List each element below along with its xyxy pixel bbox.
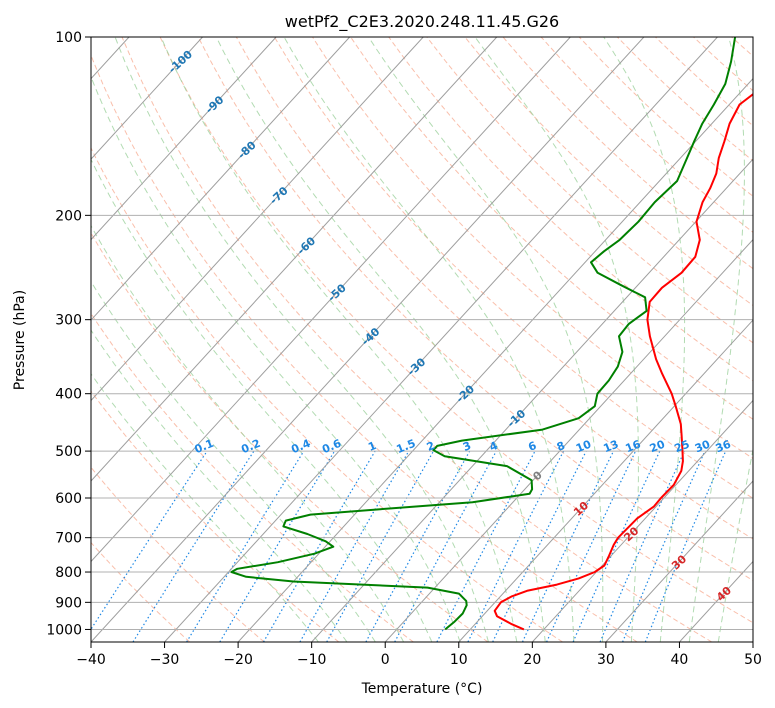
moist-adiabat xyxy=(688,37,745,642)
dewpoint-line xyxy=(230,37,737,631)
plot-frame xyxy=(90,36,754,643)
x-tick-label: 0 xyxy=(381,652,390,668)
x-tick-label: −20 xyxy=(223,652,253,668)
moist-adiabat xyxy=(603,37,686,642)
moist-adiabat xyxy=(368,37,604,642)
isotherm-line xyxy=(91,37,424,402)
x-tick-label: 20 xyxy=(523,652,541,668)
dry-adiabat xyxy=(273,37,753,499)
x-axis: −40 −30 −20 −10 0 10 20 30 40 50 xyxy=(76,642,762,668)
x-tick-label: −30 xyxy=(150,652,180,668)
moist-adiabat xyxy=(91,373,319,642)
mixing-ratio-line xyxy=(622,450,706,642)
moist-adiabat xyxy=(215,37,546,642)
dry-adiabat xyxy=(91,53,638,642)
chart-title: wetPf2_C2E3.2020.248.11.45.G26 xyxy=(285,12,559,32)
mixing-ratio-label: 8 xyxy=(555,439,567,454)
x-tick-label: 10 xyxy=(450,652,468,668)
mixing-ratio-line xyxy=(132,450,255,642)
dry-adiabat xyxy=(464,37,753,307)
mixing-ratio-line xyxy=(186,450,305,642)
dry-adiabat xyxy=(91,312,414,642)
temperature-line xyxy=(493,92,753,631)
mixing-ratio-label: 20 xyxy=(648,437,667,455)
isotherm-line xyxy=(91,37,351,321)
y-tick-label: 700 xyxy=(55,531,82,547)
isotherm-line xyxy=(91,37,645,642)
isotherm-line xyxy=(531,399,753,642)
mixing-ratio-label: 2 xyxy=(425,439,437,454)
isotherm-line xyxy=(91,37,498,482)
y-tick-label: 800 xyxy=(55,565,82,581)
isotherm-line xyxy=(605,480,753,642)
moist-adiabat xyxy=(474,37,639,642)
moist-adiabat xyxy=(91,329,348,642)
profile-lines xyxy=(230,37,753,631)
y-tick-label: 500 xyxy=(55,444,82,460)
x-tick-label: 40 xyxy=(671,652,689,668)
y-tick-label: 100 xyxy=(55,30,82,46)
y-tick-label: 1000 xyxy=(46,622,82,638)
dry-adiabat xyxy=(91,146,563,642)
moist-adiabat xyxy=(91,158,433,642)
mixing-ratio-label: 3 xyxy=(461,439,473,454)
mixing-ratio-line xyxy=(394,450,497,642)
mixing-ratio-line xyxy=(219,450,336,642)
mixing-ratio-label: 30 xyxy=(693,437,712,455)
plot-area xyxy=(91,37,753,642)
isotherm-line xyxy=(91,37,571,563)
y-tick-label: 200 xyxy=(55,208,82,224)
isotherm-line xyxy=(91,37,277,241)
dry-adiabat xyxy=(388,37,753,382)
moist-adiabat xyxy=(160,37,518,642)
isotherm-line xyxy=(164,37,718,642)
moist-adiabat xyxy=(91,280,376,642)
isotherm-line xyxy=(91,37,203,160)
x-axis-label: Temperature (°C) xyxy=(361,681,483,697)
x-tick-label: 50 xyxy=(744,652,762,668)
mixing-ratio-line xyxy=(467,450,565,642)
isotherm-line xyxy=(311,158,753,642)
mixing-ratio-label: 1 xyxy=(366,439,378,454)
mixing-ratio-label: 13 xyxy=(601,438,620,456)
y-axis-label: Pressure (hPa) xyxy=(12,290,28,390)
x-tick-label: 30 xyxy=(597,652,615,668)
mixing-ratio-line xyxy=(572,450,661,642)
moist-adiabat xyxy=(91,224,405,642)
mixing-ratio-label: 16 xyxy=(624,437,643,455)
moist-adiabat xyxy=(717,446,753,642)
dry-adiabat xyxy=(159,37,753,624)
moist-adiabat xyxy=(91,75,461,642)
isotherm-line xyxy=(237,77,753,642)
x-tick-label: −10 xyxy=(297,652,327,668)
grid-lines xyxy=(91,37,753,642)
mixing-ratio-line xyxy=(492,450,587,642)
y-axis: 1000 900 800 700 600 500 400 300 200 100 xyxy=(46,30,91,638)
mixing-ratio-label: 10 xyxy=(574,437,593,455)
y-tick-label: 300 xyxy=(55,313,82,329)
dry-adiabat xyxy=(91,466,265,642)
moist-adiabat xyxy=(283,37,575,642)
y-tick-label: 900 xyxy=(55,595,82,611)
mixing-ratio-line xyxy=(91,450,208,631)
y-tick-label: 400 xyxy=(55,387,82,403)
mixing-ratio-label: 25 xyxy=(672,438,691,456)
dry-adiabat xyxy=(312,37,753,460)
isotherm-line xyxy=(752,641,753,642)
isotherm-line xyxy=(458,319,753,642)
mixing-ratio-line xyxy=(365,450,471,642)
isotherm-line xyxy=(384,238,753,642)
mixing-ratio-line xyxy=(326,450,435,642)
mixing-ratio-label: 36 xyxy=(714,437,733,455)
y-tick-label: 600 xyxy=(55,491,82,507)
x-tick-label: −40 xyxy=(76,652,106,668)
moist-adiabat xyxy=(114,37,489,642)
dry-adiabat xyxy=(197,37,753,582)
